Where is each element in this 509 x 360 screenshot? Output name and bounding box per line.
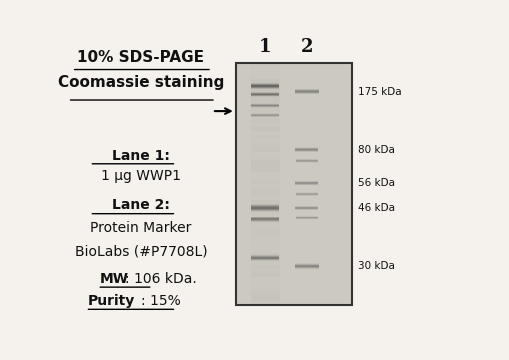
Bar (294, 268, 318, 269)
Bar (250, 123, 279, 127)
Bar (250, 180, 279, 184)
Bar (250, 107, 279, 111)
Bar (250, 184, 279, 188)
Bar (250, 159, 279, 164)
Text: 1 μg WWP1: 1 μg WWP1 (101, 169, 181, 183)
Bar (250, 240, 279, 244)
Bar (250, 301, 279, 305)
Bar (250, 237, 279, 240)
Bar (250, 95, 279, 99)
Bar (294, 264, 318, 265)
Bar (251, 206, 278, 207)
Bar (250, 127, 279, 131)
Bar (250, 79, 279, 83)
Bar (251, 208, 278, 209)
Bar (250, 152, 279, 156)
Bar (294, 263, 318, 264)
Bar (250, 192, 279, 196)
Text: Lane 2:: Lane 2: (111, 198, 169, 212)
Bar (250, 244, 279, 248)
Bar (250, 208, 279, 212)
Bar (250, 196, 279, 200)
Bar (235, 63, 352, 305)
Bar (250, 131, 279, 135)
Bar (250, 281, 279, 285)
Bar (250, 172, 279, 176)
Bar (250, 87, 279, 91)
Bar (250, 224, 279, 228)
Bar (250, 277, 279, 281)
Bar (250, 233, 279, 237)
Bar (250, 148, 279, 152)
Text: Coomassie staining: Coomassie staining (58, 75, 223, 90)
Bar (250, 248, 279, 253)
Bar (250, 99, 279, 103)
Bar (250, 257, 279, 261)
Text: MW: MW (99, 272, 128, 286)
Bar (250, 91, 279, 95)
Bar (250, 220, 279, 224)
Bar (250, 261, 279, 265)
Bar (250, 228, 279, 233)
Text: 1: 1 (259, 38, 271, 56)
Bar (250, 143, 279, 148)
Bar (250, 289, 279, 293)
Bar (250, 119, 279, 123)
Bar (250, 293, 279, 297)
Bar (251, 209, 278, 210)
Bar (251, 210, 278, 211)
Text: 80 kDa: 80 kDa (357, 145, 394, 155)
Text: 2: 2 (300, 38, 313, 56)
Bar (250, 212, 279, 216)
Bar (250, 200, 279, 204)
Bar (250, 115, 279, 119)
Bar (250, 269, 279, 273)
Text: 30 kDa: 30 kDa (357, 261, 394, 271)
Bar (250, 168, 279, 172)
Text: : 15%: : 15% (140, 294, 180, 308)
Bar (250, 265, 279, 269)
Bar (250, 71, 279, 75)
Text: : 106 kDa.: : 106 kDa. (125, 272, 196, 286)
Bar (250, 67, 279, 71)
Text: 175 kDa: 175 kDa (357, 87, 401, 97)
Text: Lane 1:: Lane 1: (111, 149, 169, 162)
Bar (250, 188, 279, 192)
Bar (294, 267, 318, 268)
Text: BioLabs (#P7708L): BioLabs (#P7708L) (74, 244, 207, 258)
Bar (250, 111, 279, 115)
Bar (250, 297, 279, 301)
Bar (250, 63, 279, 67)
Bar (250, 253, 279, 257)
Text: 56 kDa: 56 kDa (357, 178, 394, 188)
Bar (251, 211, 278, 212)
Text: 10% SDS-PAGE: 10% SDS-PAGE (77, 50, 204, 65)
Bar (251, 204, 278, 205)
Text: Purity: Purity (88, 294, 134, 308)
Bar (250, 75, 279, 79)
Bar (250, 216, 279, 220)
Bar (250, 139, 279, 143)
Bar (250, 83, 279, 87)
Bar (250, 164, 279, 168)
Bar (250, 285, 279, 289)
Bar (250, 204, 279, 208)
Bar (250, 135, 279, 139)
Bar (250, 273, 279, 277)
Bar (251, 205, 278, 206)
Text: 46 kDa: 46 kDa (357, 203, 394, 213)
Bar (250, 103, 279, 107)
Bar (250, 176, 279, 180)
Bar (294, 265, 318, 266)
Bar (250, 156, 279, 159)
Text: Protein Marker: Protein Marker (90, 221, 191, 235)
Bar (294, 266, 318, 267)
